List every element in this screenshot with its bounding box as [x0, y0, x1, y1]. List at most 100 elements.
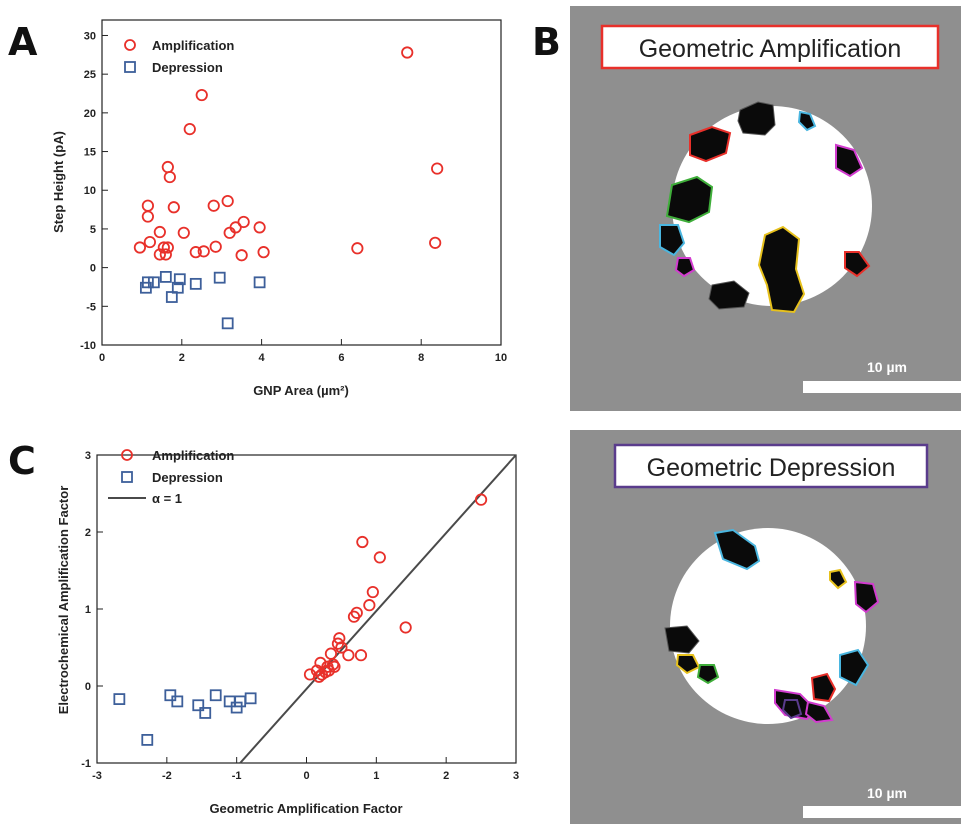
electrode-disk-depression: [670, 528, 866, 724]
chart-a-point-amplification: [161, 241, 174, 254]
chart-c-alpha-line: [239, 454, 517, 764]
gold-nanoparticles-depression: [664, 528, 880, 724]
electrode-disk: [672, 106, 872, 306]
chart-c-xtick-label: 2: [443, 770, 449, 782]
legend-c-depression-label: Depression: [152, 470, 223, 485]
chart-c: -3 -2 -1 0 1 2 3 -1 0 1 2 3 Geometric Amplification…: [56, 448, 519, 816]
chart-a-xtick-label: 4: [259, 352, 266, 364]
chart-a-ytick-label: 10: [84, 185, 96, 197]
micrograph-amplification-title-box: [600, 24, 940, 70]
panel-letter-b: B: [532, 20, 561, 64]
chart-c-point-amplification: [399, 621, 412, 634]
chart-a-point-depression: [213, 271, 226, 284]
chart-a-legend: Amplification Depression: [124, 38, 234, 75]
chart-c-point-depression: [223, 695, 236, 708]
chart-a-point-depression: [171, 281, 184, 294]
chart-a-point-amplification: [163, 170, 176, 184]
chart-a-ytick-label: 5: [90, 224, 96, 236]
chart-c-point-amplification: [314, 656, 327, 670]
chart-a-point-depression: [253, 276, 266, 289]
scale-bar-top: [803, 381, 961, 393]
chart-c-point-amplification: [474, 493, 488, 506]
chart-c-ytick-label: 3: [85, 450, 91, 462]
chart-a-point-amplification: [401, 46, 414, 59]
chart-c-xlabel: Geometric Amplification Factor: [209, 801, 402, 816]
scale-bar-label-bottom: 10 µm: [867, 785, 907, 801]
chart-c-points: [113, 493, 488, 746]
chart-c-xtick-label: 3: [513, 770, 519, 782]
chart-a-point-amplification: [221, 194, 234, 208]
chart-a-point-amplification: [237, 215, 250, 229]
chart-a-point-amplification: [207, 199, 220, 212]
chart-a-point-depression: [159, 271, 172, 283]
chart-a-point-depression: [141, 276, 154, 289]
panel-letter-a: A: [8, 20, 38, 64]
chart-a-point-amplification: [177, 226, 190, 239]
chart-a-point-amplification: [161, 160, 174, 174]
chart-c-point-depression: [171, 695, 184, 708]
chart-a-point-amplification: [159, 248, 172, 261]
chart-a-point-amplification: [133, 241, 147, 254]
chart-c-point-amplification: [354, 649, 368, 662]
legend-c-depression-marker: [121, 471, 133, 483]
chart-a-point-amplification: [253, 221, 266, 234]
chart-a-point-amplification: [153, 225, 166, 239]
chart-c-xtick-label: -1: [232, 770, 242, 782]
scale-bar-label-top: 10 µm: [867, 359, 907, 375]
chart-a-point-amplification: [197, 245, 210, 258]
chart-c-point-amplification: [328, 660, 341, 673]
chart-c-point-amplification: [331, 637, 345, 650]
legend-amplification-label: Amplification: [152, 38, 234, 53]
legend-c-amplification-label: Amplification: [152, 448, 234, 463]
chart-c-point-depression: [244, 692, 257, 705]
chart-a-point-depression: [221, 317, 234, 330]
chart-a-frame: [101, 19, 502, 346]
scale-bar-bottom: [803, 806, 961, 818]
legend-depression-label: Depression: [152, 60, 223, 75]
chart-c-point-depression: [234, 695, 247, 708]
chart-a-xtick-label: 0: [99, 352, 105, 364]
chart-c-point-amplification: [350, 606, 363, 619]
chart-c-point-depression: [141, 734, 154, 746]
chart-a-point-amplification: [141, 210, 154, 223]
chart-a-ytick-label: 15: [84, 147, 96, 159]
chart-a-point-amplification: [235, 249, 248, 262]
chart-a-point-amplification: [189, 246, 202, 259]
legend-c-amplification-marker: [121, 449, 133, 461]
chart-a-xtick-label: 6: [338, 352, 344, 364]
chart-c-point-amplification: [342, 649, 355, 662]
chart-a-points: [133, 46, 444, 330]
chart-a-point-amplification: [431, 162, 444, 175]
micrograph-depression-title: Geometric Depression: [647, 454, 896, 482]
chart-c-point-depression: [209, 689, 222, 702]
micrograph-amplification-title: Geometric Amplification: [639, 35, 902, 63]
chart-c-xtick-label: -2: [162, 770, 172, 782]
chart-a-ytick-label: 20: [84, 108, 96, 120]
chart-a-ytick-label: -5: [86, 301, 96, 313]
chart-c-point-depression: [113, 693, 126, 705]
chart-a-point-amplification: [167, 201, 180, 214]
chart-a-xlabel: GNP Area (µm²): [253, 383, 349, 398]
chart-c-ticks: -3 -2 -1 0 1 2 3 -1 0 1 2 3: [81, 450, 519, 782]
gold-nanoparticles: [659, 101, 871, 314]
chart-c-point-amplification: [373, 551, 386, 564]
chart-a-point-amplification: [351, 242, 364, 255]
chart-c-legend: Amplification Depression α = 1: [108, 448, 234, 506]
micrograph-depression: Geometric Depression 10 µm: [570, 430, 961, 824]
chart-c-xtick-label: 0: [303, 770, 309, 782]
chart-a-point-amplification: [157, 241, 170, 254]
chart-a-ylabel: Step Height (pA): [51, 131, 66, 233]
chart-a-xtick-label: 2: [179, 352, 185, 364]
chart-c-ytick-label: 0: [85, 681, 91, 693]
chart-a-point-depression: [173, 273, 186, 286]
chart-a-point-depression: [189, 277, 202, 290]
chart-a-point-amplification: [209, 240, 222, 253]
chart-c-point-amplification: [363, 599, 376, 612]
chart-a-point-amplification: [195, 88, 208, 102]
chart-a-ticks: 0 2 4 6 8 10 -10 -5 0 5 10 15 20 25 30: [80, 30, 507, 364]
chart-c-xtick-label: 1: [373, 770, 379, 782]
chart-c-point-amplification: [335, 641, 348, 654]
legend-c-line-label: α = 1: [152, 491, 182, 506]
chart-a-point-depression: [147, 276, 160, 289]
